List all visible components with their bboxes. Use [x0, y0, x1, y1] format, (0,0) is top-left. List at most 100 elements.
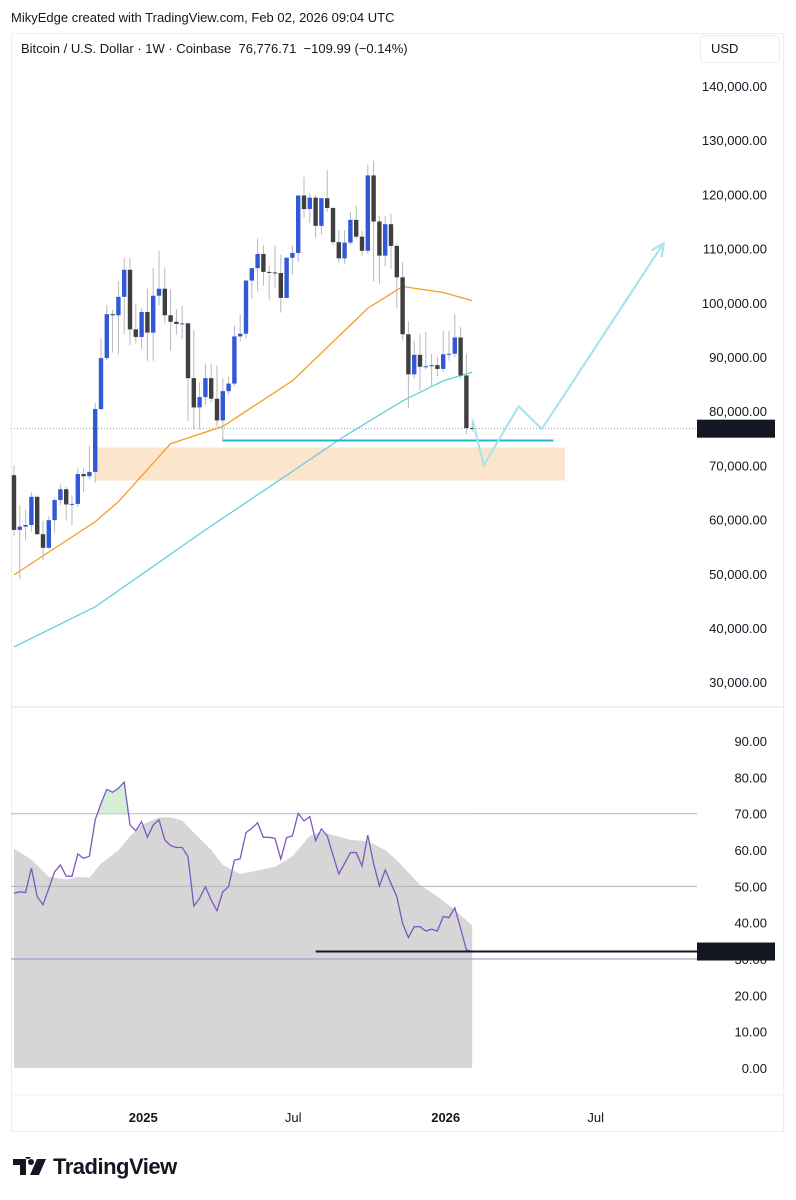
candle	[371, 160, 376, 282]
candle	[75, 468, 80, 507]
candle	[255, 238, 260, 292]
price-axis-label: 80,000.00	[709, 404, 767, 419]
candle	[325, 170, 330, 212]
price-axis-label: 100,000.00	[702, 296, 767, 311]
candle	[267, 265, 272, 301]
rsi-axis-label: 60.00	[734, 843, 767, 858]
candle	[423, 332, 428, 370]
chart-credit: MikyEdge created with TradingView.com, F…	[11, 10, 395, 25]
candle-body	[330, 207, 336, 243]
candle	[238, 314, 243, 342]
slow-moving-average-line	[13, 371, 473, 648]
time-axis-label: Jul	[587, 1110, 604, 1125]
candle-body	[441, 354, 446, 369]
currency-button[interactable]: USD	[700, 35, 780, 63]
candle-body	[336, 242, 341, 259]
candle-body	[174, 321, 179, 324]
candle-body	[197, 397, 202, 408]
candle-body	[255, 254, 260, 269]
candle	[35, 495, 40, 535]
candle-body	[342, 242, 347, 259]
candle	[412, 340, 417, 379]
candle	[278, 254, 283, 313]
symbol-legend: Bitcoin / U.S. Dollar · 1W · Coinbase 76…	[21, 41, 408, 56]
candle-body	[388, 224, 394, 246]
candle-body	[359, 236, 365, 251]
candle	[336, 230, 341, 263]
candle	[435, 357, 440, 376]
candle	[330, 207, 336, 246]
candle-body	[458, 337, 463, 376]
candle-body	[75, 474, 80, 504]
candle-body	[214, 398, 220, 421]
candle	[301, 177, 307, 218]
candle-body	[313, 197, 318, 226]
candle-body	[464, 375, 469, 429]
candle-body	[423, 366, 428, 368]
tradingview-logo[interactable]: TradingView	[13, 1154, 177, 1180]
candle	[313, 195, 318, 238]
candle	[145, 288, 150, 361]
candle-body	[267, 271, 272, 273]
demand-zone	[95, 447, 565, 481]
candle	[441, 330, 446, 373]
candle	[17, 504, 22, 580]
candle-body	[284, 257, 289, 298]
time-axis-label: 2026	[431, 1110, 460, 1125]
candle	[81, 468, 86, 492]
candle-body	[412, 354, 417, 375]
candle-body	[23, 525, 28, 527]
candle-body	[116, 296, 121, 316]
symbol-title: Bitcoin / U.S. Dollar · 1W · Coinbase	[21, 41, 232, 56]
candle	[46, 516, 51, 549]
candle	[377, 216, 382, 284]
candle-body	[394, 245, 399, 278]
candle	[64, 487, 69, 521]
candle-body	[122, 269, 127, 297]
candle	[348, 212, 353, 245]
candle-body	[46, 520, 51, 548]
candle	[52, 497, 57, 533]
candle	[243, 279, 249, 339]
candle	[284, 256, 289, 298]
candle-body	[162, 288, 167, 316]
candle	[11, 465, 17, 536]
candle-body	[238, 333, 243, 337]
candle	[296, 195, 301, 263]
candle	[359, 230, 365, 257]
candle-body	[296, 195, 301, 253]
candle	[110, 309, 115, 353]
candle-body	[400, 277, 405, 335]
candle	[417, 334, 423, 391]
rsi-axis-label: 50.00	[734, 879, 767, 894]
candle	[226, 376, 231, 395]
candle-body	[226, 383, 231, 392]
candle	[191, 329, 196, 430]
candle	[383, 216, 388, 267]
price-change: −109.99 (−0.14%)	[303, 41, 408, 56]
candle	[354, 205, 359, 239]
candle	[220, 378, 225, 442]
candle-body	[435, 365, 440, 369]
candle-body	[110, 314, 115, 316]
candle-body	[203, 378, 208, 398]
tradingview-logo-icon	[13, 1157, 46, 1175]
candle	[197, 382, 202, 430]
candle	[156, 250, 162, 306]
candle-body	[52, 500, 57, 521]
candle	[29, 492, 34, 532]
candle-body	[417, 354, 423, 367]
candle	[365, 164, 370, 255]
last-price: 76,776.71	[238, 41, 297, 56]
rsi-value-badge	[697, 942, 775, 961]
last-price-badge	[697, 419, 775, 438]
candle-body	[371, 175, 376, 222]
candle	[203, 363, 208, 405]
candle-body	[17, 526, 22, 530]
candle-body	[243, 280, 249, 334]
candle-body	[11, 475, 17, 530]
candle-body	[325, 198, 330, 208]
candle	[162, 267, 167, 324]
candle	[40, 520, 46, 561]
